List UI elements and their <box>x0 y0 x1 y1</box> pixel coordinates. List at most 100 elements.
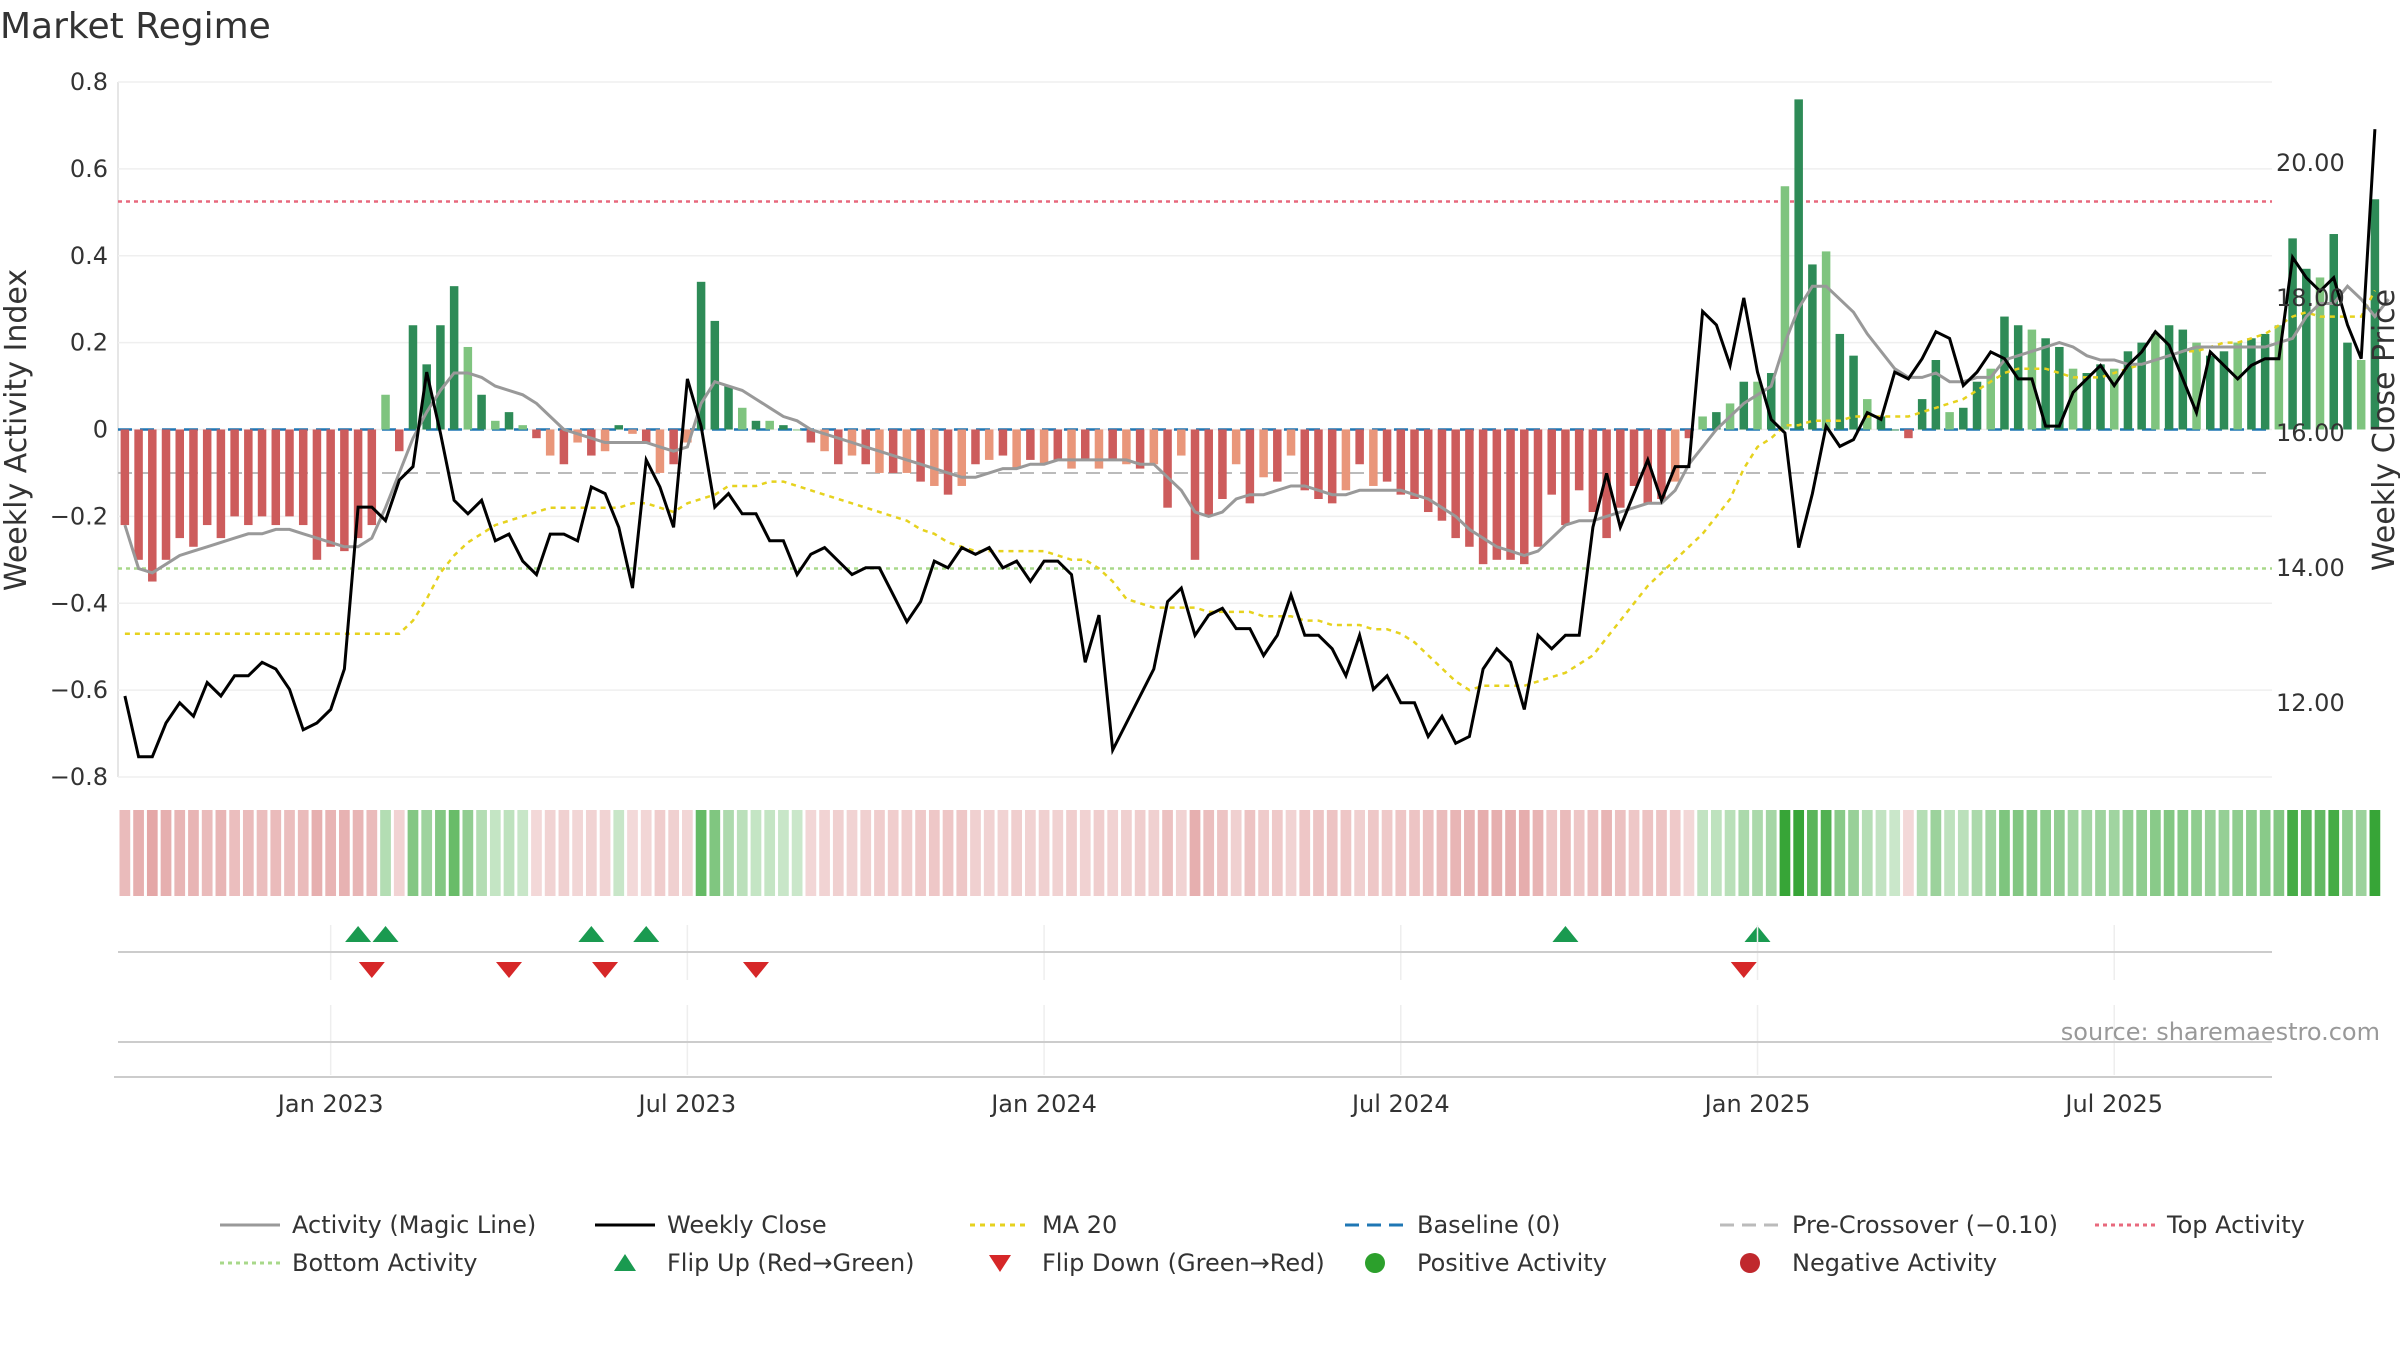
activity-bar <box>902 429 912 473</box>
regime-cell <box>1354 810 1365 896</box>
legend-label: Pre-Crossover (−0.10) <box>1792 1211 2058 1239</box>
y-left-ticks: 0.8 0.6 0.4 0.2 0 −0.2 −0.4 −0.6 −0.8 <box>50 68 108 791</box>
activity-bar <box>1904 429 1913 439</box>
legend-label: Flip Up (Red→Green) <box>667 1249 915 1277</box>
regime-cell <box>1587 810 1599 896</box>
flip-down-marker <box>742 962 769 978</box>
activity-bar <box>792 429 802 431</box>
activity-bar <box>2206 355 2215 430</box>
regime-cell <box>435 810 446 896</box>
regime-cell <box>1669 810 1681 896</box>
activity-bar <box>1341 429 1351 491</box>
regime-cell <box>1875 810 1887 896</box>
activity-bar <box>1917 399 1927 430</box>
regime-strip <box>119 810 2381 896</box>
regime-cell <box>1848 810 1859 896</box>
y-left-tick-label: 0.8 <box>70 68 108 96</box>
flip-down-marker <box>358 962 385 978</box>
activity-bar <box>683 429 692 443</box>
regime-cell <box>119 810 131 896</box>
y-right-axis-label: Weekly Close Price <box>2367 289 2400 571</box>
regime-cell <box>1807 810 1818 896</box>
activity-bar <box>1080 429 1090 460</box>
activity-bar <box>1314 429 1323 499</box>
regime-cell <box>242 810 254 896</box>
activity-bar <box>1794 99 1803 430</box>
regime-cell <box>1271 810 1283 896</box>
activity-bar <box>1300 429 1310 491</box>
regime-cell <box>915 810 926 896</box>
activity-bar <box>1135 429 1145 469</box>
activity-bar <box>1465 429 1474 547</box>
activity-bar <box>175 429 184 539</box>
activity-bar <box>298 429 308 526</box>
regime-cell <box>1930 810 1942 896</box>
regime-cell <box>2342 810 2353 896</box>
legend-label: Negative Activity <box>1792 1249 1997 1277</box>
activity-bar <box>1369 429 1378 486</box>
regime-cell <box>1189 810 1201 896</box>
regime-cell <box>380 810 391 896</box>
activity-bar <box>1026 429 1035 460</box>
regime-cell <box>585 810 597 896</box>
activity-bar <box>984 429 994 460</box>
activity-bars <box>120 99 2380 582</box>
activity-bar <box>1849 355 1858 430</box>
legend-item: Flip Up (Red→Green) <box>614 1249 915 1277</box>
activity-bar <box>2219 351 2229 430</box>
activity-bar <box>1712 412 1721 430</box>
activity-bar <box>353 429 363 539</box>
regime-cell <box>1436 810 1448 896</box>
legend-label: Weekly Close <box>667 1211 827 1239</box>
activity-bar <box>367 429 377 526</box>
regime-cell <box>1999 810 2010 896</box>
legend-item: Pre-Crossover (−0.10) <box>1720 1211 2058 1239</box>
regime-cell <box>2259 810 2271 896</box>
activity-bar <box>285 429 294 517</box>
y-left-tick-label: −0.6 <box>50 676 108 704</box>
activity-bar <box>1684 429 1694 439</box>
activity-bar <box>1286 429 1296 456</box>
regime-cell <box>1889 810 1901 896</box>
regime-cell <box>1121 810 1132 896</box>
regime-cell <box>1642 810 1654 896</box>
y-left-tick-label: 0.6 <box>70 155 108 183</box>
regime-cell <box>2232 810 2244 896</box>
activity-bar <box>1520 429 1529 565</box>
legend-item: Negative Activity <box>1740 1249 1997 1277</box>
activity-bar <box>1808 264 1817 430</box>
regime-cell <box>997 810 1009 896</box>
legend-item: Bottom Activity <box>220 1249 477 1277</box>
y-left-tick-label: 0 <box>93 416 108 444</box>
regime-cell <box>805 810 817 896</box>
regime-cell <box>503 810 515 896</box>
regime-cell <box>256 810 268 896</box>
regime-cell <box>1793 810 1805 896</box>
activity-bar <box>1327 429 1337 504</box>
activity-bar <box>1149 429 1159 465</box>
activity-bar <box>161 429 171 560</box>
activity-bar <box>1218 429 1227 499</box>
regime-cell <box>1834 810 1846 896</box>
regime-cell <box>421 810 433 896</box>
regime-cell <box>393 810 405 896</box>
regime-cell <box>846 810 858 896</box>
flip-down-marker <box>1730 962 1757 978</box>
activity-bar <box>1355 429 1364 465</box>
regime-cell <box>723 810 734 896</box>
regime-cell <box>188 810 199 896</box>
regime-cell <box>1038 810 1050 896</box>
regime-cell <box>887 810 899 896</box>
regime-cell <box>2108 810 2120 896</box>
regime-cell <box>1162 810 1173 896</box>
regime-cell <box>544 810 556 896</box>
activity-bar <box>189 429 198 547</box>
regime-cell <box>1340 810 1352 896</box>
x-tick-label: Jan 2023 <box>276 1090 384 1118</box>
regime-cell <box>572 810 583 896</box>
regime-cell <box>1601 810 1612 896</box>
regime-cell <box>2204 810 2216 896</box>
activity-bar <box>120 429 130 526</box>
legend-swatch <box>1740 1253 1760 1273</box>
